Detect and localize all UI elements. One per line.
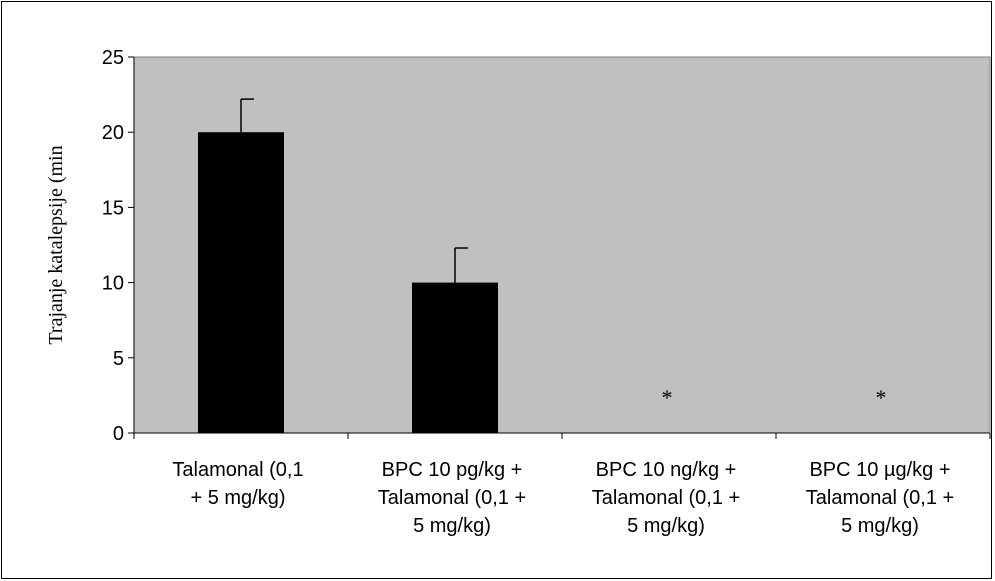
- significance-marker: *: [662, 385, 673, 410]
- category-label: BPC 10 pg/kg + Talamonal (0,1 + 5 mg/kg): [378, 459, 526, 537]
- y-tick-label: 25: [102, 47, 124, 69]
- category-label-line: Talamonal (0,1: [172, 459, 303, 481]
- bar: [412, 282, 498, 433]
- category-label-line: BPC 10 µg/kg +: [809, 459, 950, 481]
- category-label-line: Talamonal (0,1 +: [378, 487, 526, 509]
- category-label-line: BPC 10 pg/kg +: [382, 459, 523, 481]
- category-label-line: 5 mg/kg): [841, 515, 919, 537]
- bar: [198, 132, 284, 433]
- category-label: BPC 10 ng/kg + Talamonal (0,1 + 5 mg/kg): [592, 459, 740, 537]
- category-label-line: Talamonal (0,1 +: [592, 487, 740, 509]
- y-tick-label: 10: [102, 273, 124, 295]
- y-axis-label: Trajanje katalepsije (min: [45, 145, 67, 344]
- y-tick-label: 0: [113, 423, 124, 445]
- y-tick-label: 20: [102, 122, 124, 144]
- category-label: Talamonal (0,1 + 5 mg/kg): [172, 459, 303, 509]
- category-label-line: 5 mg/kg): [413, 515, 491, 537]
- y-tick-label: 15: [102, 197, 124, 219]
- y-tick-label: 5: [113, 348, 124, 370]
- category-label-line: Talamonal (0,1 +: [806, 487, 954, 509]
- category-label-line: 5 mg/kg): [627, 515, 705, 537]
- category-label-line: BPC 10 ng/kg +: [596, 459, 737, 481]
- significance-marker: *: [876, 385, 887, 410]
- category-label-line: + 5 mg/kg): [190, 487, 285, 509]
- category-label: BPC 10 µg/kg + Talamonal (0,1 + 5 mg/kg): [806, 459, 954, 537]
